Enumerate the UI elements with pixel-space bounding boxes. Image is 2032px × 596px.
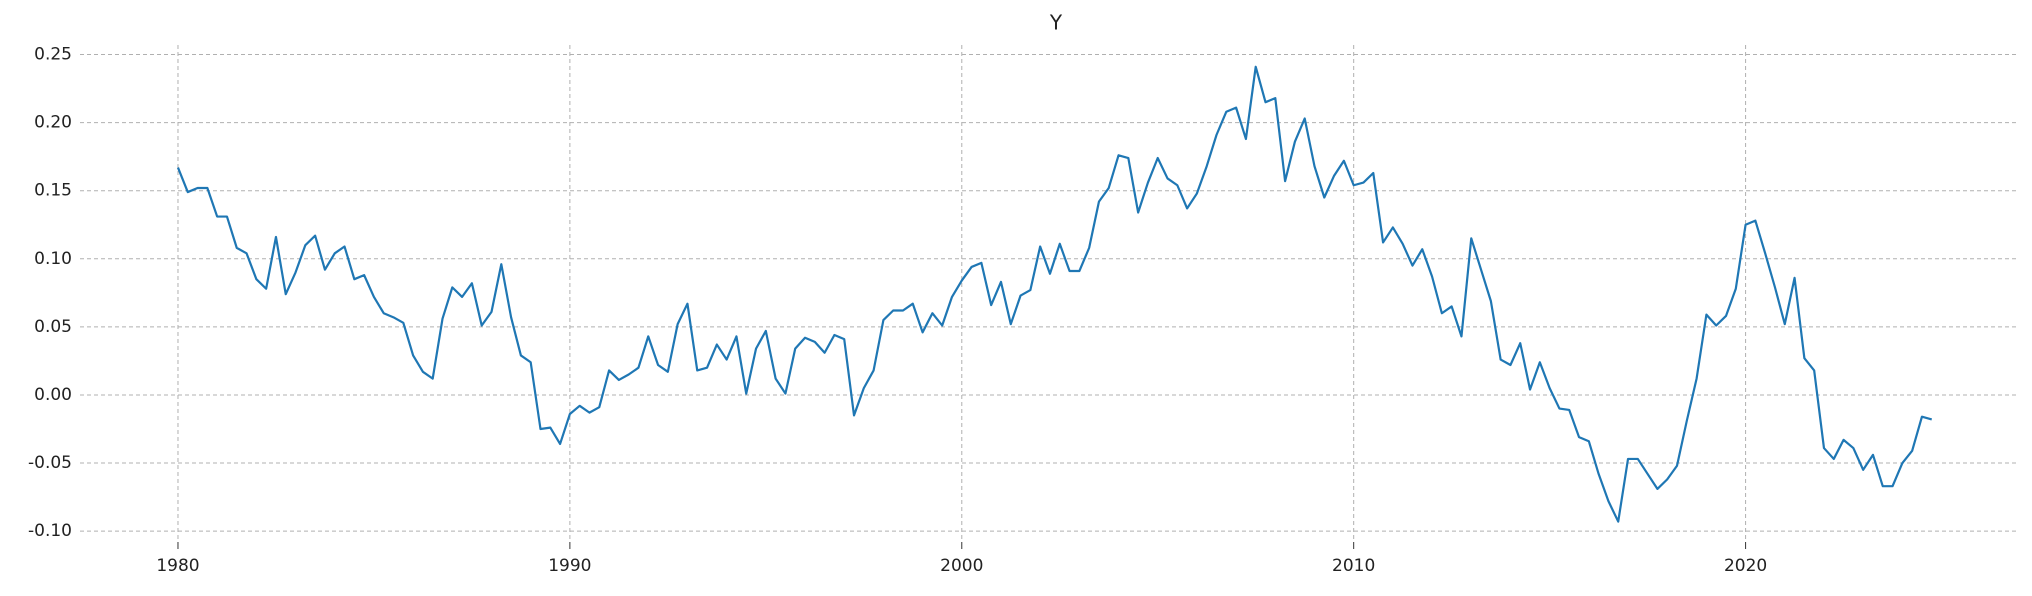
y-tick-label: 0.00 — [34, 385, 72, 405]
x-tick-label: 2010 — [1332, 556, 1375, 576]
y-tick-label: -0.05 — [28, 453, 72, 473]
x-tick-label: 1980 — [156, 556, 199, 576]
y-tick-label: 0.05 — [34, 317, 72, 337]
y-tick-label: 0.15 — [34, 181, 72, 201]
x-tick-label: 2000 — [940, 556, 983, 576]
chart-title: Y — [1049, 11, 1063, 35]
x-tick-label: 1990 — [548, 556, 591, 576]
data-line — [176, 65, 1933, 523]
y-tick-label: 0.25 — [34, 45, 72, 65]
y-tick-label: -0.10 — [28, 521, 72, 541]
y-tick-label: 0.20 — [34, 113, 72, 133]
x-tick-label: 2020 — [1724, 556, 1767, 576]
y-tick-label: 0.10 — [34, 249, 72, 269]
